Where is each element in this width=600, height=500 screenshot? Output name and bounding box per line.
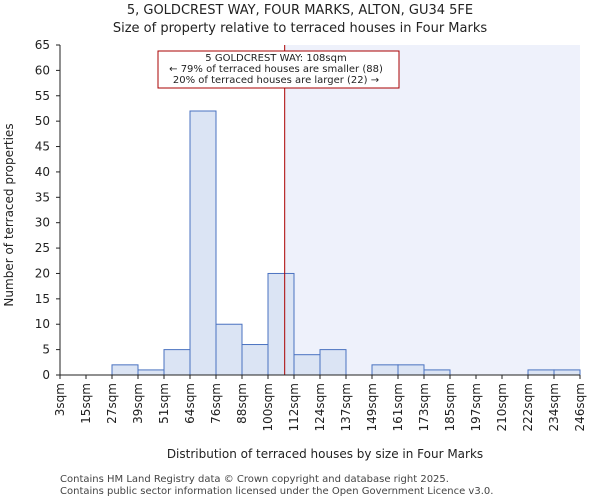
y-tick-label: 20 (35, 266, 50, 280)
annotation-line-2: ← 79% of terraced houses are smaller (88… (169, 64, 383, 75)
y-tick-label: 10 (35, 317, 50, 331)
y-tick-label: 40 (35, 165, 50, 179)
x-tick-label: 100sqm (261, 383, 275, 431)
x-tick-label: 15sqm (79, 383, 93, 424)
y-axis-label: Number of terraced properties (2, 123, 16, 306)
chart-title: 5, GOLDCREST WAY, FOUR MARKS, ALTON, GU3… (127, 3, 473, 18)
chart-subtitle: Size of property relative to terraced ho… (113, 21, 487, 36)
x-tick-label: 185sqm (443, 383, 457, 431)
x-tick-label: 51sqm (157, 383, 171, 424)
bar-112sqm (293, 354, 321, 376)
annotation-box: 5 GOLDCREST WAY: 108sqm ← 79% of terrace… (157, 50, 400, 89)
x-tick-label: 246sqm (573, 383, 587, 431)
y-tick-label: 0 (42, 368, 50, 382)
bar-100sqm (267, 272, 295, 376)
bar-27sqm (111, 364, 139, 376)
footer-line-2: Contains public sector information licen… (60, 486, 493, 497)
bar-161sqm (397, 364, 425, 376)
x-tick-label: 149sqm (365, 383, 379, 431)
y-ticks: 0 5 10 15 20 25 30 35 40 45 50 55 60 65 (35, 38, 60, 382)
larger-region-highlight (284, 45, 580, 375)
y-tick-label: 35 (35, 190, 50, 204)
y-tick-label: 45 (35, 140, 50, 154)
x-tick-label: 112sqm (287, 383, 301, 431)
x-tick-label: 124sqm (313, 383, 327, 431)
bar-124sqm (319, 349, 347, 376)
annotation-line-3: 20% of terraced houses are larger (22) → (173, 75, 379, 86)
footer-line-1: Contains HM Land Registry data © Crown c… (60, 474, 449, 485)
x-tick-label: 173sqm (417, 383, 431, 431)
annotation-frame (157, 50, 400, 89)
bar-76sqm (215, 323, 243, 376)
annotation-line-1: 5 GOLDCREST WAY: 108sqm (205, 53, 346, 64)
x-tick-label: 27sqm (105, 383, 119, 424)
y-tick-label: 55 (35, 89, 50, 103)
x-tick-label: 39sqm (131, 383, 145, 424)
y-tick-label: 5 (42, 343, 50, 357)
x-tick-label: 3sqm (53, 383, 67, 416)
x-tick-label: 64sqm (183, 383, 197, 424)
x-tick-label: 210sqm (495, 383, 509, 431)
y-tick-label: 15 (35, 292, 50, 306)
x-tick-label: 234sqm (547, 383, 561, 431)
bar-234sqm (553, 369, 581, 376)
x-tick-label: 197sqm (469, 383, 483, 431)
x-axis-label: Distribution of terraced houses by size … (167, 447, 483, 461)
x-ticks: 3sqm 15sqm 27sqm 39sqm 51sqm 64sqm 76sqm 88sqm 1… (53, 375, 587, 431)
x-tick-label: 76sqm (209, 383, 223, 424)
y-tick-label: 25 (35, 241, 50, 255)
bar-39sqm (137, 369, 165, 376)
y-tick-label: 60 (35, 63, 50, 77)
x-tick-label: 161sqm (391, 383, 405, 431)
bar-222sqm (527, 369, 555, 376)
bar-149sqm (371, 364, 399, 376)
bar-51sqm (163, 349, 191, 376)
x-tick-label: 137sqm (339, 383, 353, 431)
y-tick-label: 65 (35, 38, 50, 52)
bar-64sqm (189, 110, 217, 376)
x-tick-label: 88sqm (235, 383, 249, 424)
y-tick-label: 50 (35, 114, 50, 128)
bars (111, 110, 581, 376)
bar-88sqm (241, 344, 269, 376)
x-tick-label: 222sqm (521, 383, 535, 431)
y-tick-label: 30 (35, 216, 50, 230)
bar-173sqm (423, 369, 451, 376)
